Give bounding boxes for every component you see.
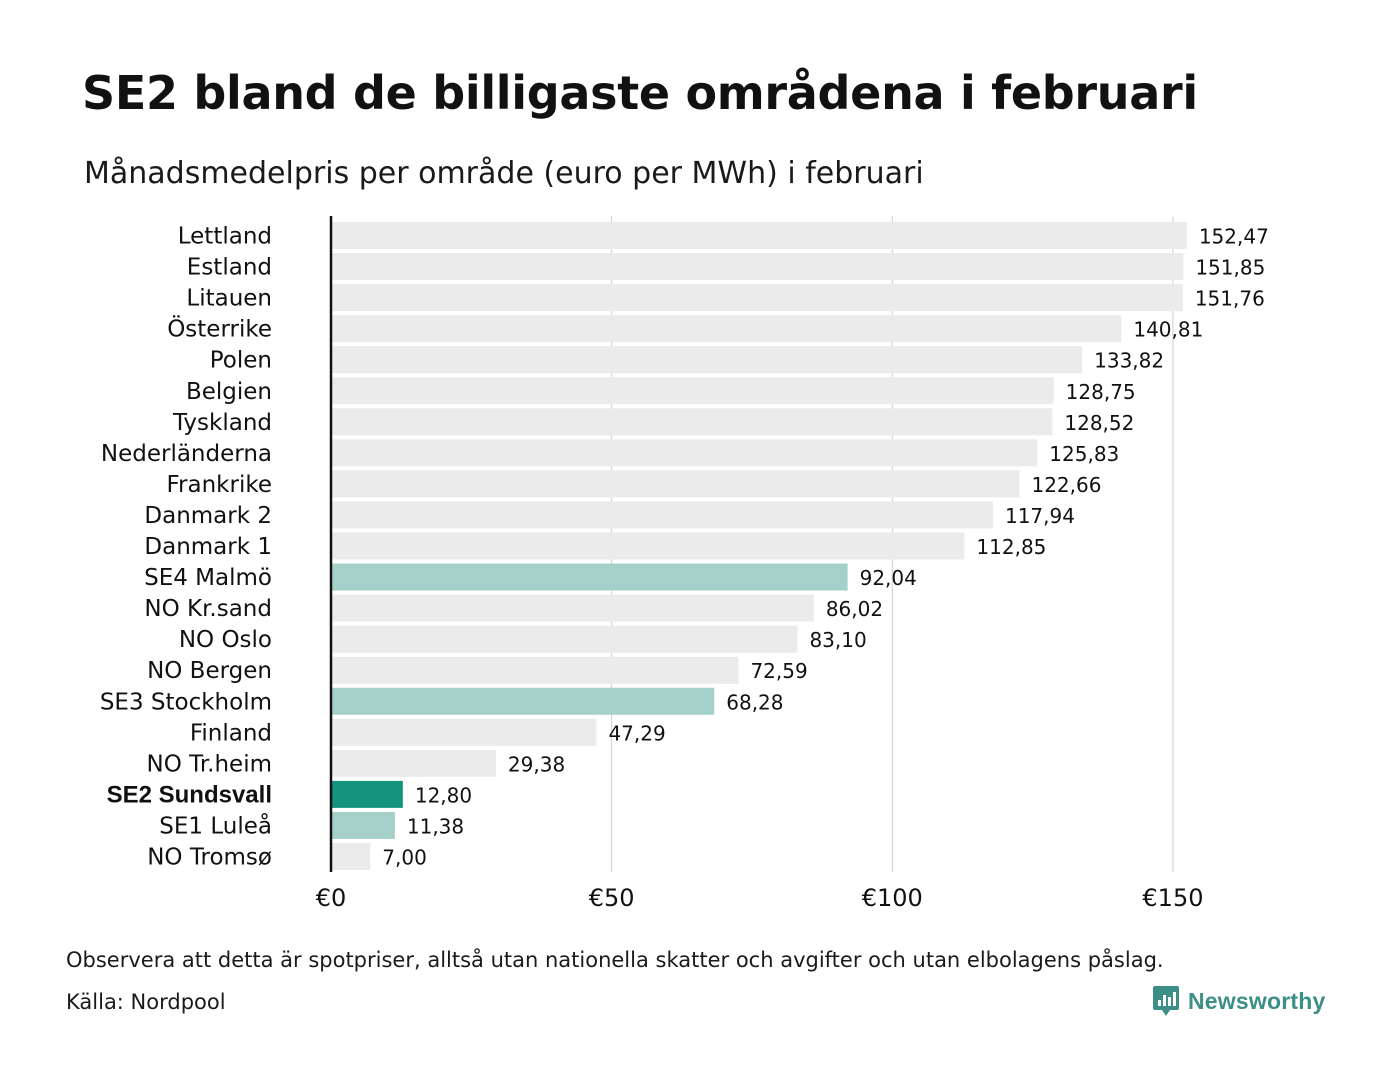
value-label-20: 7,00 xyxy=(382,846,427,870)
value-label-12: 86,02 xyxy=(826,597,883,621)
value-label-7: 125,83 xyxy=(1049,442,1119,466)
category-label-4: Polen xyxy=(210,348,272,374)
category-label-19: SE1 Luleå xyxy=(159,811,272,839)
value-label-2: 151,76 xyxy=(1195,287,1265,311)
category-label-13: NO Oslo xyxy=(179,627,272,653)
category-label-2: Litauen xyxy=(186,286,272,312)
category-label-5: Belgien xyxy=(186,379,272,405)
value-label-10: 112,85 xyxy=(976,535,1046,559)
bar-13 xyxy=(331,625,798,653)
category-label-20: NO Tromsø xyxy=(147,845,272,871)
value-label-11: 92,04 xyxy=(860,566,917,590)
newsworthy-logo: Newsworthy xyxy=(1152,984,1325,1018)
bar-2 xyxy=(331,284,1183,312)
bar-7 xyxy=(331,439,1038,467)
category-label-18: SE2 Sundsvall xyxy=(107,781,272,808)
bar-14 xyxy=(331,656,739,684)
category-label-10: Danmark 1 xyxy=(144,534,272,560)
bar-11 xyxy=(331,563,848,591)
newsworthy-logo-icon xyxy=(1153,986,1179,1016)
bar-12 xyxy=(331,594,814,622)
x-tick-label-100: €100 xyxy=(862,884,923,912)
value-label-9: 117,94 xyxy=(1005,504,1075,528)
bar-10 xyxy=(331,532,965,560)
value-label-19: 11,38 xyxy=(407,814,464,838)
category-label-3: Österrike xyxy=(167,315,272,343)
chart-title: SE2 bland de billigaste områdena i febru… xyxy=(82,66,1198,120)
category-label-12: NO Kr.sand xyxy=(144,596,272,622)
value-label-5: 128,75 xyxy=(1066,380,1136,404)
category-label-14: NO Bergen xyxy=(147,658,272,684)
value-label-4: 133,82 xyxy=(1094,349,1164,373)
bar-19 xyxy=(331,811,395,839)
bar-0 xyxy=(331,222,1187,249)
bar-17 xyxy=(331,749,496,777)
category-label-11: SE4 Malmö xyxy=(144,565,272,591)
footnote: Observera att detta är spotpriser, allts… xyxy=(66,948,1164,972)
category-label-0: Lettland xyxy=(178,224,272,250)
x-tick-label-0: €0 xyxy=(316,884,347,912)
category-label-9: Danmark 2 xyxy=(144,503,272,529)
bar-3 xyxy=(331,315,1122,343)
value-label-3: 140,81 xyxy=(1133,318,1203,342)
bar-1 xyxy=(331,253,1184,281)
value-label-15: 68,28 xyxy=(726,690,783,714)
category-label-15: SE3 Stockholm xyxy=(100,689,272,715)
bar-20 xyxy=(331,843,371,870)
bar-9 xyxy=(331,501,993,529)
bar-16 xyxy=(331,718,597,746)
category-label-8: Frankrike xyxy=(167,472,273,498)
value-label-13: 83,10 xyxy=(809,628,866,652)
x-tick-label-50: €50 xyxy=(589,884,635,912)
source-label: Källa: Nordpool xyxy=(66,990,226,1014)
bar-8 xyxy=(331,470,1020,498)
value-label-0: 152,47 xyxy=(1199,225,1269,249)
value-label-18: 12,80 xyxy=(415,783,472,807)
chart-subtitle: Månadsmedelpris per område (euro per MWh… xyxy=(84,156,924,191)
bar-6 xyxy=(331,408,1053,436)
value-label-16: 47,29 xyxy=(608,721,665,745)
value-label-6: 128,52 xyxy=(1064,411,1134,435)
value-label-17: 29,38 xyxy=(508,752,565,776)
category-label-16: Finland xyxy=(190,720,272,746)
category-label-1: Estland xyxy=(187,255,272,281)
value-label-1: 151,85 xyxy=(1195,256,1265,280)
category-label-17: NO Tr.heim xyxy=(147,751,272,777)
bar-5 xyxy=(331,377,1054,405)
value-label-8: 122,66 xyxy=(1031,473,1101,497)
bar-4 xyxy=(331,346,1083,374)
brand-name: Newsworthy xyxy=(1188,987,1326,1014)
bar-15 xyxy=(331,687,715,715)
category-label-7: Nederländerna xyxy=(101,441,272,467)
x-tick-label-150: €150 xyxy=(1142,884,1203,912)
category-label-6: Tyskland xyxy=(172,410,272,436)
bar-18 xyxy=(331,780,403,808)
value-label-14: 72,59 xyxy=(750,659,807,683)
